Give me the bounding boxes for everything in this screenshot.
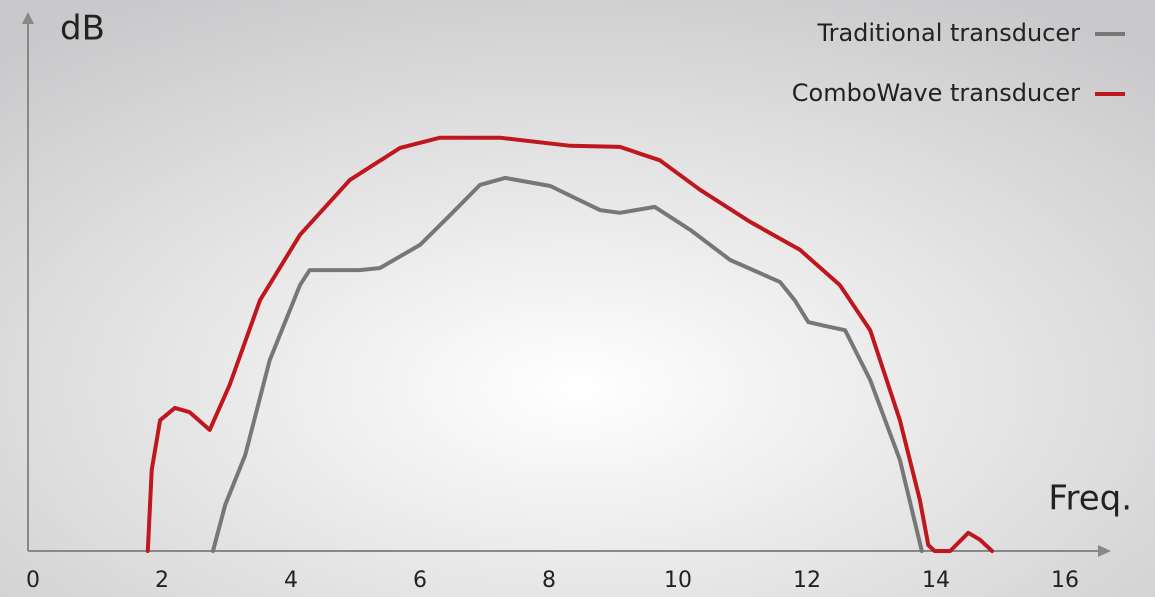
- x-axis-arrow: [1098, 545, 1111, 557]
- legend-label: Traditional transducer: [816, 19, 1080, 47]
- x-tick-label: 16: [1051, 568, 1079, 593]
- x-tick-label: 2: [155, 568, 169, 593]
- legend-label: ComboWave transducer: [792, 79, 1080, 107]
- x-tick-label: 6: [413, 568, 427, 593]
- series-line: [211, 175, 924, 553]
- y-axis-arrow: [22, 12, 34, 24]
- x-tick-label: 12: [793, 568, 821, 593]
- y-axis-title: dB: [60, 9, 105, 49]
- x-tick-label: 4: [284, 568, 298, 593]
- x-axis-title: Freq.: [1048, 479, 1132, 519]
- x-tick-label: 14: [922, 568, 950, 593]
- x-tick-label: 8: [542, 568, 556, 593]
- x-tick-label: 10: [664, 568, 692, 593]
- x-tick-label: 0: [26, 568, 40, 593]
- series-line: [145, 135, 995, 553]
